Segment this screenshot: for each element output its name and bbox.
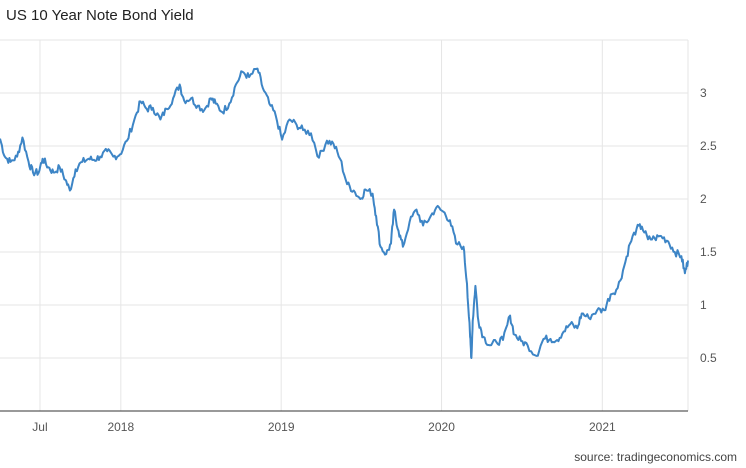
source-note: source: tradingeconomics.com bbox=[574, 450, 737, 464]
yield-series-line bbox=[0, 67, 689, 359]
y-tick-label: 1 bbox=[700, 298, 707, 312]
y-tick-label: 2.5 bbox=[700, 139, 717, 153]
label-layer: 0.5 1 1.5 2 2.5 3 Jul 2018 2019 2020 2021 bbox=[32, 86, 717, 434]
y-tick-label: 0.5 bbox=[700, 351, 717, 365]
y-tick-label: 3 bbox=[700, 86, 707, 100]
x-tick-label: 2019 bbox=[268, 420, 295, 434]
x-tick-label: 2020 bbox=[428, 420, 455, 434]
x-tick-label: Jul bbox=[32, 420, 47, 434]
grid-layer bbox=[0, 39, 689, 411]
y-tick-label: 2 bbox=[700, 192, 707, 206]
chart-title: US 10 Year Note Bond Yield bbox=[6, 7, 194, 24]
y-tick-label: 1.5 bbox=[700, 245, 717, 259]
series-layer bbox=[0, 67, 689, 359]
x-tick-label: 2021 bbox=[589, 420, 616, 434]
x-tick-label: 2018 bbox=[107, 420, 134, 434]
